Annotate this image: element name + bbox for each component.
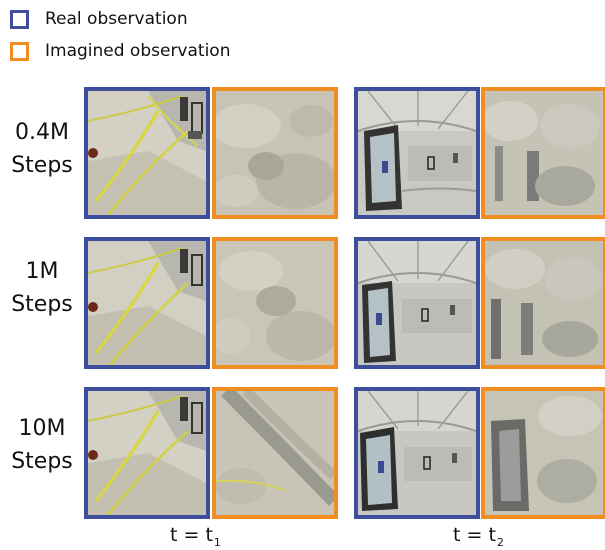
real-observation-image — [354, 237, 480, 369]
legend-imagined-swatch — [10, 41, 29, 61]
real-observation-image — [84, 387, 210, 519]
row-label-steps-count: 10M — [18, 416, 66, 441]
imagined-observation-image — [481, 237, 605, 369]
real-observation-image — [84, 87, 210, 219]
time-label-t2: t = t2 — [453, 524, 504, 549]
real-observation-image — [84, 237, 210, 369]
row-label-steps-word: Steps — [11, 292, 73, 317]
time-label-base: t = t — [170, 524, 213, 546]
legend-imagined: Imagined observation — [10, 38, 230, 64]
row-label-steps-word: Steps — [11, 153, 73, 178]
real-observation-image — [354, 87, 480, 219]
row-label-steps-count: 1M — [25, 259, 59, 284]
time-label-subscript: 2 — [496, 536, 504, 549]
row-label-steps-word: Steps — [11, 449, 73, 474]
imagined-observation-image — [481, 387, 605, 519]
legend-real-label: Real observation — [45, 9, 188, 29]
imagined-observation-image — [212, 387, 338, 519]
time-label-subscript: 1 — [213, 536, 221, 549]
time-label-base: t = t — [453, 524, 496, 546]
imagined-observation-image — [481, 87, 605, 219]
imagined-observation-image — [212, 237, 338, 369]
real-observation-image — [354, 387, 480, 519]
row-label-1m: 1M Steps — [4, 255, 80, 321]
row-label-steps-count: 0.4M — [15, 120, 69, 145]
legend-real-swatch — [10, 9, 29, 29]
imagined-observation-image — [212, 87, 338, 219]
row-label-0.4m: 0.4M Steps — [4, 116, 80, 182]
row-label-10m: 10M Steps — [4, 412, 80, 478]
time-label-t1: t = t1 — [170, 524, 221, 549]
legend-imagined-label: Imagined observation — [45, 41, 231, 61]
legend-real: Real observation — [10, 6, 188, 32]
